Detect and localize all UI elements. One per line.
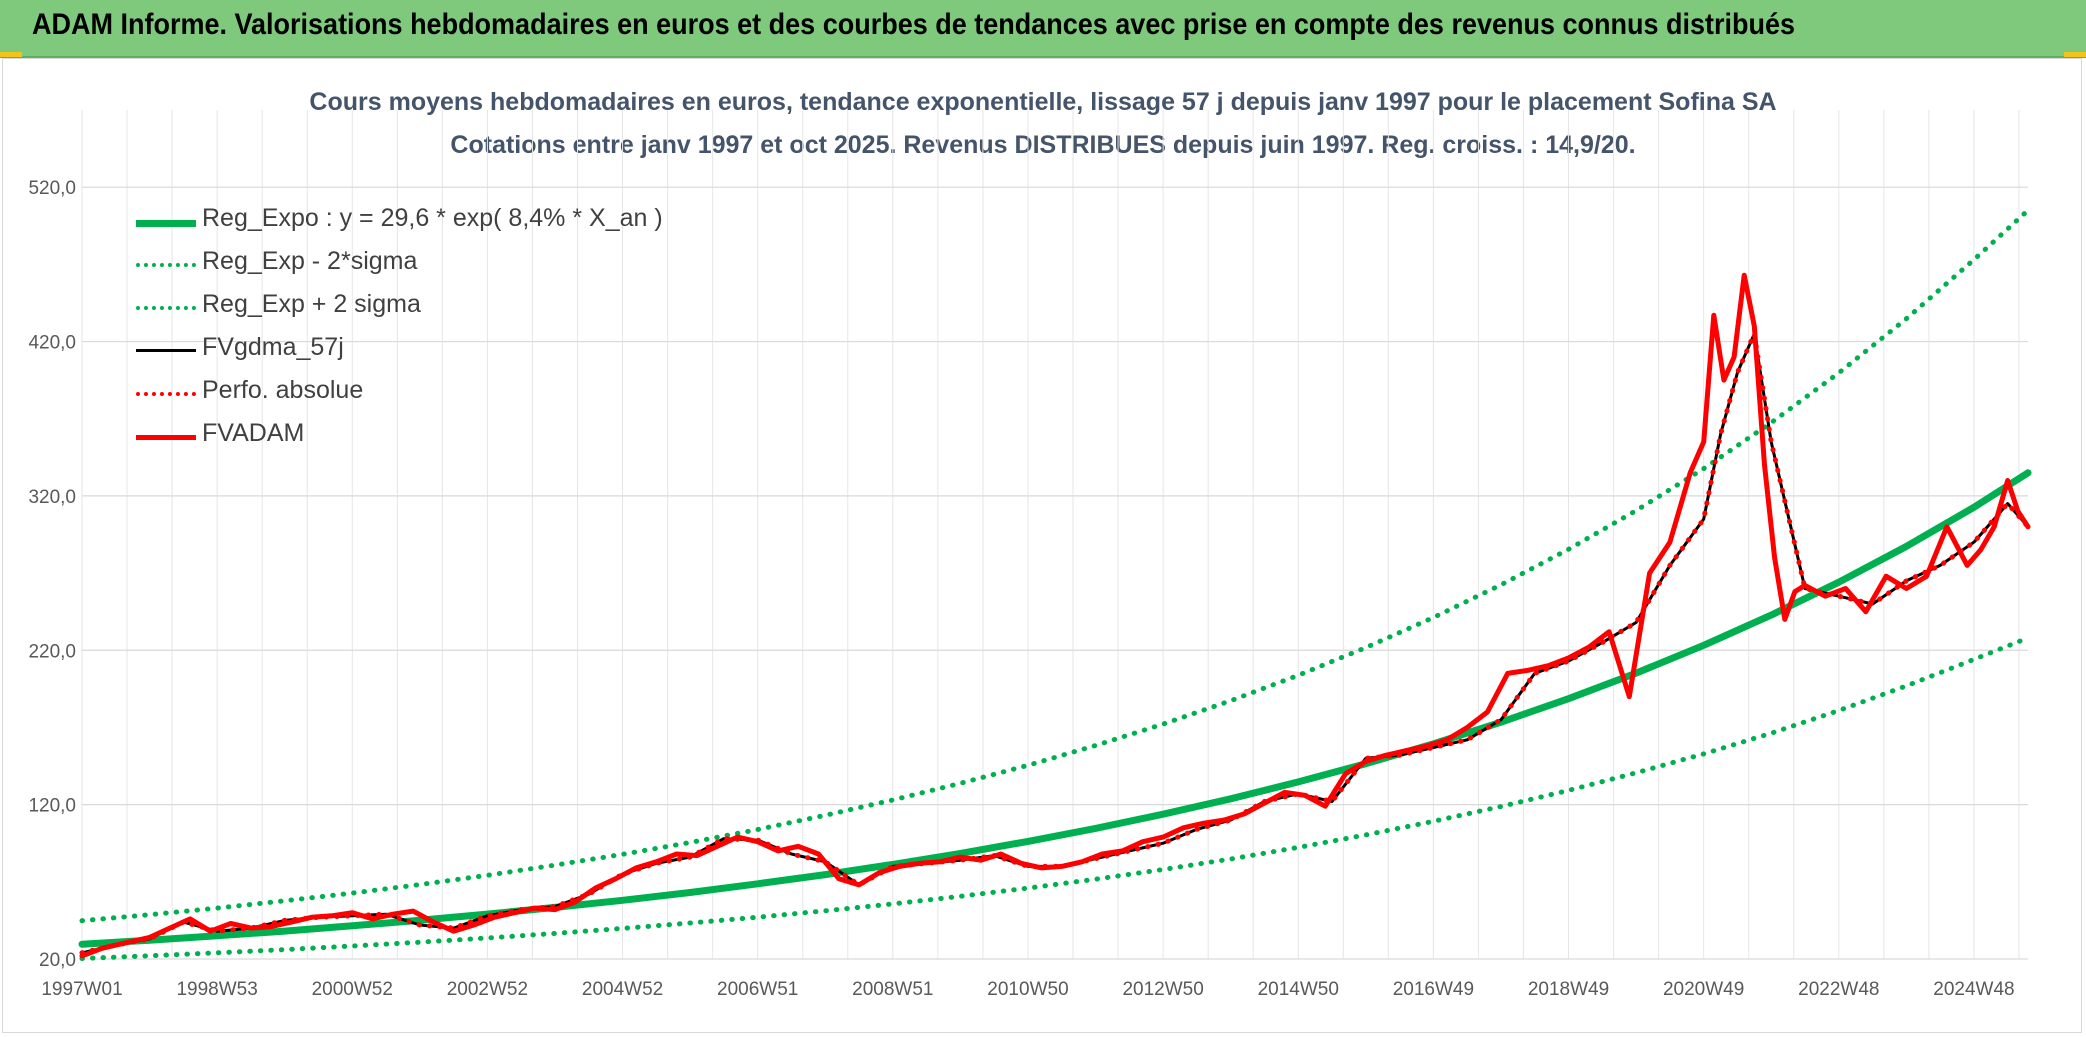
x-tick-label: 2016W49 <box>1393 979 1474 1000</box>
chart-subtitle: Cotations entre janv 1997 et oct 2025. R… <box>450 131 1636 159</box>
legend-swatch <box>136 392 196 396</box>
y-tick-label: 520,0 <box>28 178 76 199</box>
x-tick-label: 2004W52 <box>582 979 663 1000</box>
y-tick-label: 120,0 <box>28 796 76 817</box>
legend-swatch <box>136 349 196 352</box>
legend-label: Reg_Exp + 2 sigma <box>202 290 421 318</box>
y-tick-label: 20,0 <box>39 950 76 971</box>
legend-label: Reg_Exp - 2*sigma <box>202 247 418 275</box>
x-tick-label: 2006W51 <box>717 979 798 1000</box>
x-tick-label: 2024W48 <box>1933 979 2014 1000</box>
legend-swatch <box>136 263 196 267</box>
legend-label: FVADAM <box>202 419 305 447</box>
x-tick-label: 2008W51 <box>852 979 933 1000</box>
legend-label: Perfo. absolue <box>202 376 364 404</box>
legend-label: Reg_Expo : y = 29,6 * exp( 8,4% * X_an ) <box>202 204 663 232</box>
report-banner: ADAM Informe. Valorisations hebdomadaire… <box>0 0 2086 58</box>
x-tick-label: 1998W53 <box>176 979 257 1000</box>
y-tick-label: 220,0 <box>28 641 76 662</box>
series-line-3 <box>80 332 2030 955</box>
x-tick-label: 2020W49 <box>1663 979 1744 1000</box>
corner-accent-left <box>0 52 22 57</box>
legend-label: FVgdma_57j <box>202 333 344 361</box>
x-tick-label: 2022W48 <box>1798 979 1879 1000</box>
chart-title: Cours moyens hebdomadaires en euros, ten… <box>309 88 1777 116</box>
series-line-5 <box>79 272 2031 959</box>
chart-area <box>2 58 2082 1033</box>
series-line-4 <box>79 331 2031 956</box>
x-tick-label: 2014W50 <box>1258 979 1339 1000</box>
legend-swatch <box>136 306 196 310</box>
x-tick-label: 2002W52 <box>447 979 528 1000</box>
x-tick-label: 1997W01 <box>41 979 122 1000</box>
x-tick-label: 2018W49 <box>1528 979 1609 1000</box>
x-tick-label: 2010W50 <box>987 979 1068 1000</box>
report-title: ADAM Informe. Valorisations hebdomadaire… <box>32 8 1796 41</box>
x-tick-label: 2000W52 <box>312 979 393 1000</box>
x-tick-label: 2012W50 <box>1122 979 1203 1000</box>
y-tick-label: 420,0 <box>28 333 76 354</box>
corner-accent-right <box>2064 52 2086 57</box>
y-tick-label: 320,0 <box>28 487 76 508</box>
series-line-1 <box>79 635 2031 961</box>
series-line-0 <box>78 469 2032 948</box>
legend-swatch <box>136 220 196 227</box>
legend-swatch <box>136 435 196 440</box>
